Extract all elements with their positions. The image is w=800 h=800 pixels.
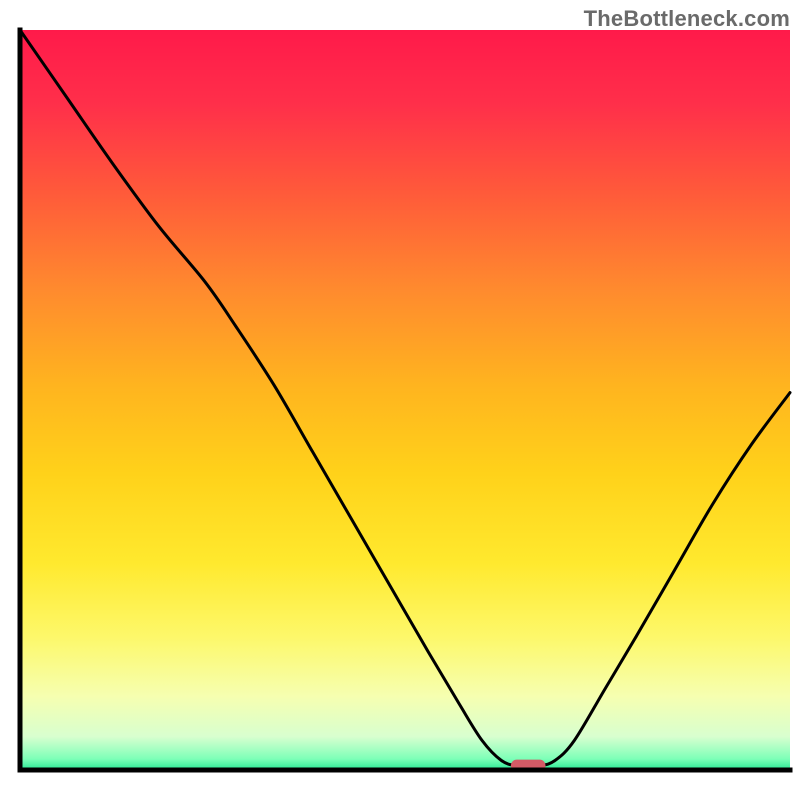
chart-container: { "watermark": { "text": "TheBottleneck.… (0, 0, 800, 800)
bottleneck-chart (0, 0, 800, 800)
chart-background-gradient (20, 30, 790, 770)
